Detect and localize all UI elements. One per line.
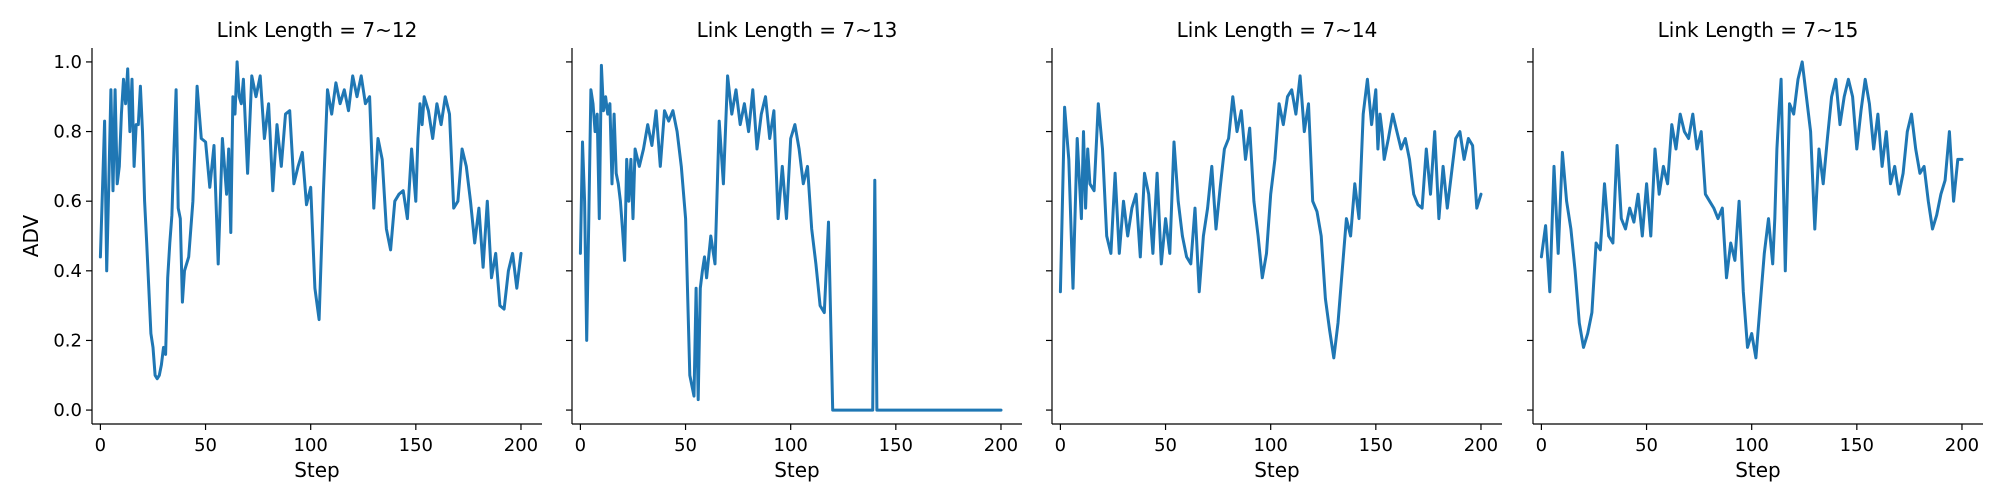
panel-title: Link Length = 7~12	[217, 18, 418, 42]
x-tick-label: 0	[1536, 435, 1547, 456]
series-line	[578, 63, 1003, 412]
x-axis-label: Step	[774, 458, 820, 482]
x-tick-label: 150	[1359, 435, 1393, 456]
chart-panel-3: Link Length = 7~14 0 50 100 150 200 Step	[1046, 18, 1502, 482]
chart-panel-2: Link Length = 7~13 0 50 100 150 200 Step	[566, 18, 1022, 482]
x-tick-label: 200	[984, 435, 1018, 456]
panel-title: Link Length = 7~15	[1658, 18, 1859, 42]
chart-panel-4: Link Length = 7~15 0 50 100 150 200 Step	[1527, 18, 1983, 482]
x-tick-label: 50	[194, 435, 217, 456]
x-tick-label: 150	[879, 435, 913, 456]
x-axis-label: Step	[1254, 458, 1300, 482]
x-tick-label: 100	[774, 435, 808, 456]
chart-panel-1: Link Length = 7~12 0 50 100 150 200 0.0 0.2 0.4 0…	[19, 18, 542, 482]
x-axis-label: Step	[294, 458, 340, 482]
series-line	[1539, 60, 1964, 360]
x-tick-label: 200	[1464, 435, 1498, 456]
y-tick-label: 0.2	[53, 330, 82, 351]
x-tick-label: 50	[1635, 435, 1658, 456]
y-tick-label: 0.6	[53, 191, 82, 212]
series-line	[98, 60, 523, 381]
x-tick-label: 200	[504, 435, 538, 456]
y-tick-label: 0.4	[53, 261, 82, 282]
x-tick-label: 100	[1254, 435, 1288, 456]
x-tick-label: 100	[1735, 435, 1769, 456]
x-tick-label: 200	[1945, 435, 1979, 456]
panel-title: Link Length = 7~14	[1177, 18, 1378, 42]
x-tick-label: 50	[1154, 435, 1177, 456]
series-line	[1058, 74, 1483, 360]
x-tick-label: 0	[95, 435, 106, 456]
x-tick-label: 0	[1055, 435, 1066, 456]
y-tick-label: 0.8	[53, 122, 82, 143]
panel-title: Link Length = 7~13	[697, 18, 898, 42]
y-tick-label: 1.0	[53, 52, 82, 73]
x-axis-label: Step	[1735, 458, 1781, 482]
x-tick-label: 100	[294, 435, 328, 456]
x-tick-label: 0	[575, 435, 586, 456]
x-tick-label: 50	[674, 435, 697, 456]
x-tick-label: 150	[1840, 435, 1874, 456]
y-axis-label: ADV	[19, 214, 43, 257]
x-tick-label: 150	[399, 435, 433, 456]
y-tick-label: 0.0	[53, 400, 82, 421]
